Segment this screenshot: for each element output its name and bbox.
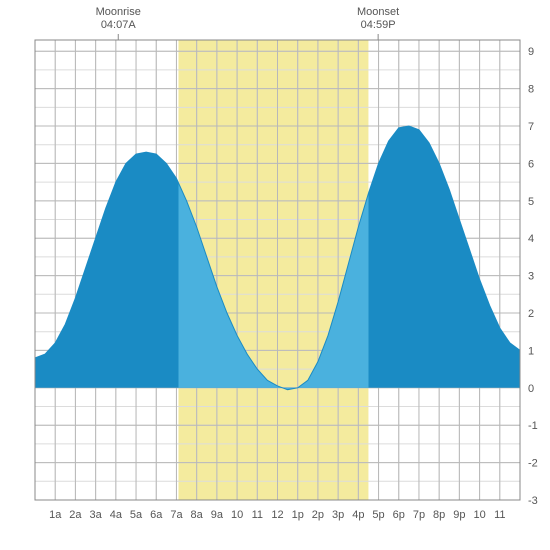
moonset-title: Moonset	[357, 6, 399, 18]
y-tick-label: 5	[528, 196, 534, 208]
x-tick-label: 8a	[191, 509, 204, 521]
moonrise-label: Moonrise 04:07A	[96, 6, 141, 32]
x-tick-label: 9p	[453, 509, 465, 521]
x-tick-label: 11	[494, 509, 505, 521]
y-tick-label: 0	[528, 383, 534, 395]
moonrise-title: Moonrise	[96, 6, 141, 18]
x-tick-label: 7p	[413, 509, 425, 521]
x-tick-label: 2p	[312, 509, 324, 521]
moonset-time: 04:59P	[357, 19, 399, 32]
y-tick-label: 6	[528, 158, 534, 170]
y-tick-label: -1	[528, 420, 538, 432]
x-tick-label: 11	[252, 509, 263, 521]
x-tick-label: 3a	[90, 509, 103, 521]
x-tick-label: 1p	[292, 509, 304, 521]
x-tick-label: 9a	[211, 509, 224, 521]
x-tick-label: 6a	[150, 509, 163, 521]
y-tick-label: 3	[528, 271, 534, 283]
x-tick-label: 3p	[332, 509, 344, 521]
y-tick-label: -3	[528, 495, 538, 507]
y-tick-label: 7	[528, 121, 534, 133]
y-tick-label: -2	[528, 458, 538, 470]
x-tick-label: 6p	[393, 509, 405, 521]
x-tick-label: 12	[271, 509, 283, 521]
y-tick-label: 2	[528, 308, 534, 320]
x-tick-label: 10	[231, 509, 243, 521]
moonset-label: Moonset 04:59P	[357, 6, 399, 32]
x-tick-label: 7a	[170, 509, 183, 521]
y-tick-label: 9	[528, 46, 534, 58]
x-tick-label: 8p	[433, 509, 445, 521]
x-tick-label: 4a	[110, 509, 123, 521]
x-tick-label: 5p	[372, 509, 384, 521]
tide-chart: Moonrise 04:07A Moonset 04:59P 1a2a3a4a5…	[0, 0, 550, 550]
y-tick-label: 4	[528, 233, 534, 245]
x-tick-label: 5a	[130, 509, 143, 521]
chart-svg: 1a2a3a4a5a6a7a8a9a1011121p2p3p4p5p6p7p8p…	[0, 0, 550, 550]
x-tick-label: 2a	[69, 509, 82, 521]
x-tick-label: 4p	[352, 509, 364, 521]
x-tick-label: 10	[473, 509, 485, 521]
x-tick-label: 1a	[49, 509, 62, 521]
y-tick-label: 8	[528, 84, 534, 96]
moonrise-time: 04:07A	[96, 19, 141, 32]
y-tick-label: 1	[528, 345, 534, 357]
